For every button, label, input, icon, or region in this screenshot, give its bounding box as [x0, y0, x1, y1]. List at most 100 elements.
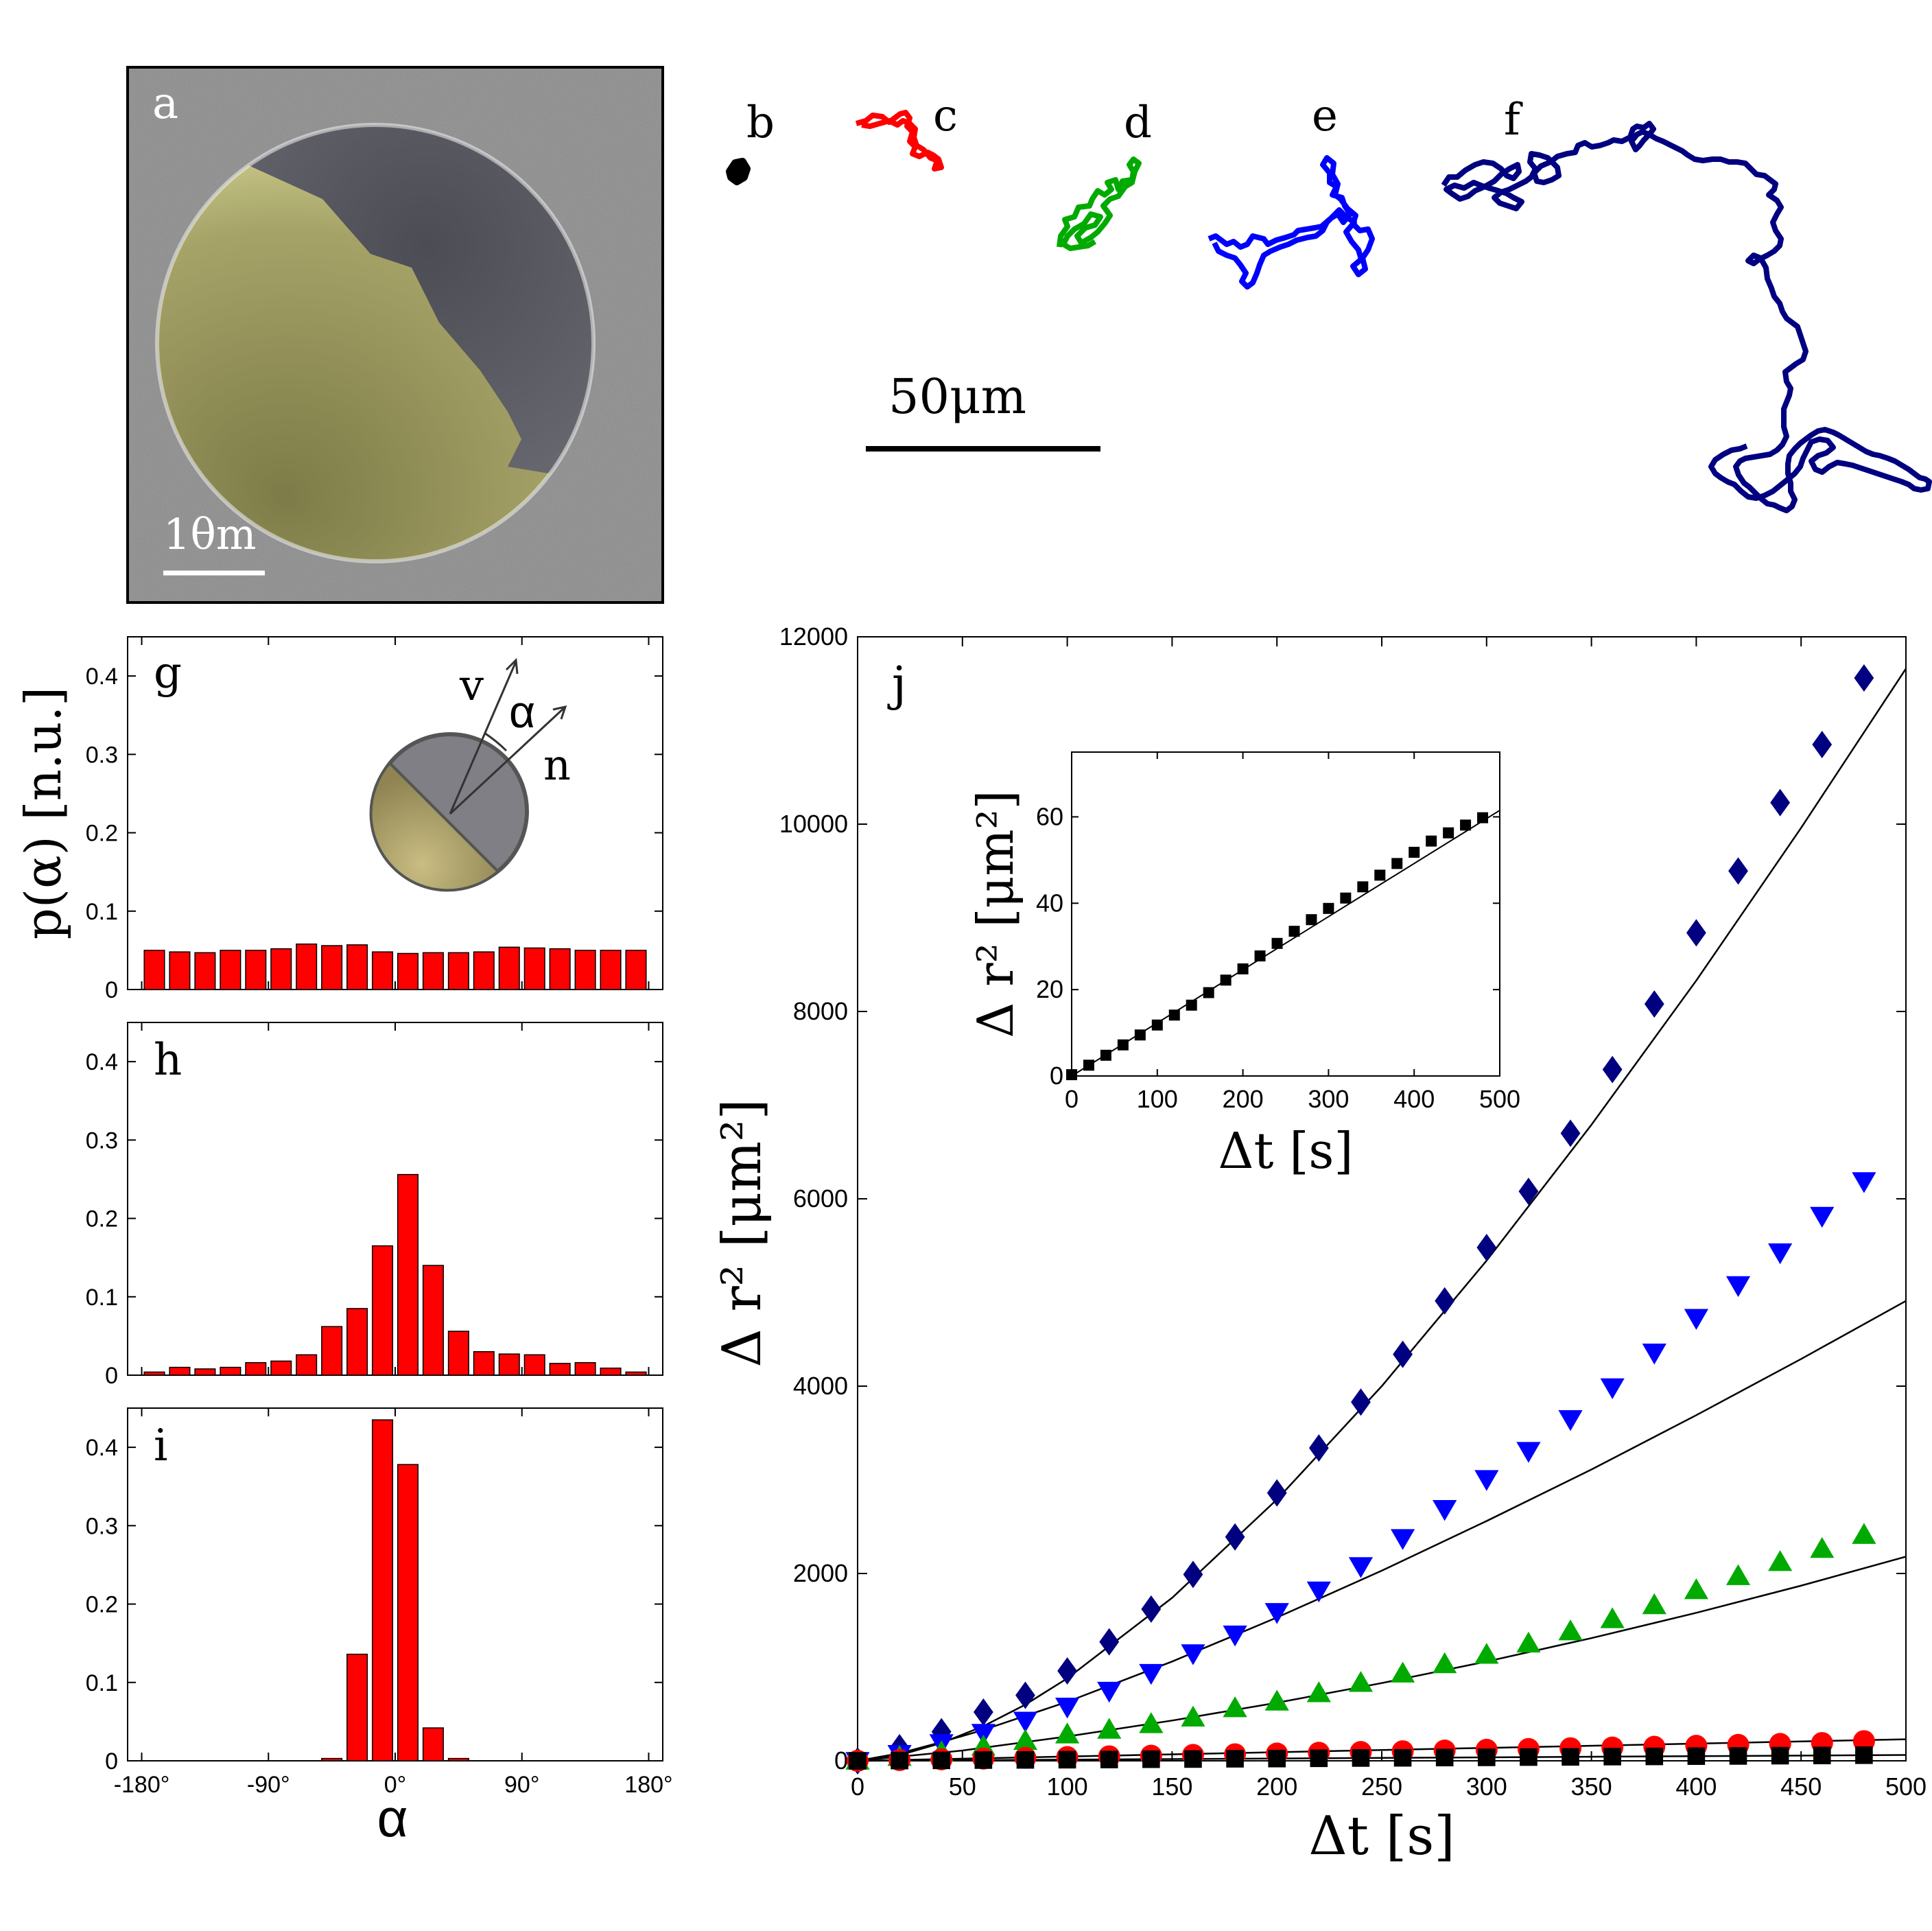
- histogram-y-tick-label: 0.3: [86, 1513, 118, 1539]
- panel-label-i: i: [154, 1420, 167, 1471]
- histogram-g-bar: [321, 945, 343, 990]
- msd-point-series-2: [1264, 1689, 1289, 1711]
- histogram-x-tick-label: 90°: [504, 1772, 539, 1798]
- msd-point-series-4: [1393, 1748, 1412, 1767]
- msd-point-series-0: [1351, 1388, 1371, 1416]
- msd-point-series-1: [1433, 1500, 1457, 1521]
- msd-point-series-0: [1435, 1287, 1455, 1315]
- particle-rim: [155, 123, 596, 563]
- sem-image: 1θm a: [126, 66, 664, 604]
- histogram-g-bar: [447, 952, 469, 990]
- inset-y-tick-label: 40: [1036, 889, 1063, 917]
- histogram-g-bar: [498, 946, 520, 990]
- inset-point: [1254, 950, 1266, 962]
- msd-point-series-0: [1812, 730, 1833, 758]
- msd-inset-x-axis-label: Δt [s]: [1218, 1122, 1354, 1180]
- msd-point-series-2: [1474, 1643, 1499, 1664]
- velocity-arrow: [449, 661, 517, 815]
- histogram-h-bar: [143, 1371, 165, 1376]
- msd-x-tick-label: 100: [1047, 1772, 1088, 1801]
- msd-y-axis-label: Δ r² [μm²]: [711, 1099, 773, 1367]
- histogram-h-bar: [321, 1326, 343, 1376]
- msd-point-series-0: [1267, 1479, 1287, 1507]
- panel-label-b: b: [746, 97, 775, 148]
- inset-x-tick-label: 400: [1393, 1085, 1435, 1113]
- msd-inset-frame: [1071, 751, 1500, 1077]
- histogram-g-bar: [169, 951, 191, 990]
- histogram-h-frame: [127, 1022, 663, 1376]
- inset-point: [1134, 1029, 1146, 1041]
- msd-inset-data: [1066, 810, 1500, 1081]
- msd-point-series-4: [1310, 1749, 1328, 1768]
- trajectory-d: [1057, 156, 1142, 251]
- msd-y-tick-label: 10000: [779, 810, 848, 838]
- msd-point-series-1: [1810, 1206, 1835, 1228]
- inset-point: [1168, 1009, 1180, 1021]
- histogram-y-tick-label: 0.3: [86, 742, 118, 768]
- histogram-y-tick-label: 0.4: [86, 1049, 118, 1075]
- histogram-h-bar: [422, 1265, 444, 1376]
- histogram-y-tick-label: 0: [105, 1748, 118, 1775]
- inset-point: [1477, 812, 1489, 823]
- msd-point-series-2: [1642, 1593, 1666, 1615]
- histogram-y-tick-label: 0.3: [86, 1127, 118, 1154]
- inset-point: [1203, 987, 1214, 998]
- msd-point-series-1: [1684, 1309, 1708, 1330]
- trajectory-e: [1208, 155, 1375, 290]
- trajectory-f: [1441, 121, 1932, 513]
- histogram-h-bar: [245, 1361, 267, 1376]
- inset-point: [1443, 827, 1454, 839]
- inset-x-tick-label: 200: [1223, 1085, 1264, 1113]
- msd-point-series-1: [1139, 1663, 1164, 1685]
- msd-point-series-1: [1725, 1276, 1751, 1298]
- msd-point-series-0: [1099, 1628, 1120, 1656]
- msd-point-series-4: [1058, 1751, 1076, 1769]
- msd-point-series-0: [1393, 1340, 1413, 1368]
- msd-point-series-4: [849, 1752, 867, 1770]
- panel-label-a: a: [152, 78, 178, 129]
- msd-x-tick-label: 250: [1361, 1772, 1402, 1801]
- panel-label-h: h: [154, 1035, 182, 1086]
- histogram-g-bar: [270, 948, 292, 990]
- msd-point-series-1: [1558, 1409, 1583, 1431]
- msd-point-series-0: [1854, 664, 1874, 692]
- histogram-y-tick-label: 0.2: [86, 1206, 118, 1232]
- msd-x-tick-label: 400: [1675, 1772, 1717, 1801]
- histogram-y-tick-label: 0: [105, 1363, 118, 1389]
- histogram-y-tick-label: 0.1: [86, 899, 118, 925]
- msd-point-series-0: [1602, 1055, 1623, 1084]
- msd-point-series-1: [1516, 1442, 1541, 1463]
- msd-point-series-0: [1644, 990, 1664, 1018]
- msd-y-tick-label: 2000: [793, 1559, 848, 1587]
- histogram-i-bar: [371, 1419, 394, 1762]
- msd-point-series-4: [1562, 1748, 1579, 1766]
- histogram-h-bar: [447, 1331, 469, 1376]
- msd-point-series-1: [1223, 1625, 1247, 1647]
- msd-point-series-1: [971, 1724, 996, 1745]
- histogram-y-tick-label: 0.2: [86, 821, 118, 847]
- histogram-g-bar: [346, 944, 368, 990]
- histogram-i-bar: [447, 1757, 469, 1762]
- msd-point-series-4: [1645, 1747, 1664, 1766]
- inset-x-tick-label: 0: [1065, 1085, 1079, 1113]
- msd-point-series-0: [1476, 1233, 1497, 1261]
- msd-point-series-4: [891, 1751, 908, 1770]
- inset-x-tick-label: 100: [1137, 1085, 1178, 1113]
- msd-point-series-0: [1770, 788, 1791, 817]
- histogram-g-bar: [549, 948, 571, 990]
- histogram-g-bars: [143, 944, 647, 990]
- msd-ticks: 0 50 100 150 200 250 300 350 400 450 5000200040006…: [779, 622, 1927, 1801]
- msd-y-tick-label: 8000: [793, 997, 848, 1025]
- histogram-h-bar: [625, 1371, 647, 1376]
- msd-y-tick-label: 12000: [779, 622, 848, 651]
- histogram-panels: 0 0.1 0.2 0.3 0.4 0 0.1 0.2 0.3 0.4 0 0.1 0.2 0.3 0.4 -…: [14, 636, 673, 1848]
- histogram-h-bar: [346, 1308, 368, 1376]
- histogram-g-bar: [296, 944, 318, 990]
- histogram-x-tick-label: -180°: [114, 1772, 170, 1798]
- particle-gold-cap: [157, 137, 593, 561]
- msd-point-series-1: [1181, 1644, 1205, 1665]
- msd-point-series-4: [1100, 1751, 1118, 1768]
- panel-label-e: e: [1312, 91, 1338, 141]
- msd-point-series-2: [1306, 1681, 1331, 1702]
